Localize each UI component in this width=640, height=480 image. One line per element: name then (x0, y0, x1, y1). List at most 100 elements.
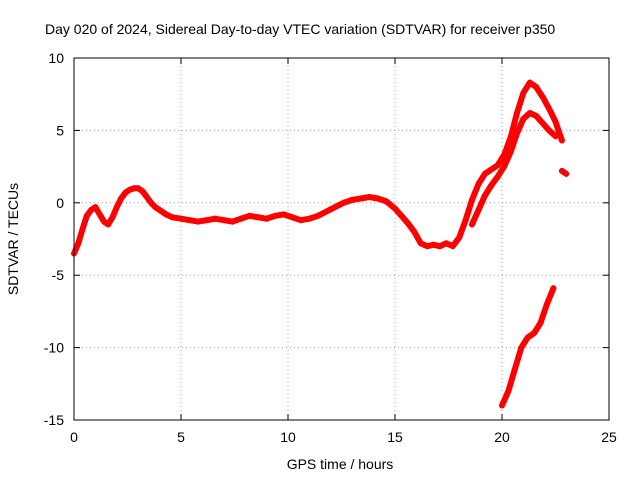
data-point (263, 215, 270, 222)
data-point (543, 301, 550, 308)
data-point (143, 194, 150, 201)
series-secondary-band (469, 110, 559, 228)
data-point (449, 243, 456, 250)
data-point (88, 207, 95, 214)
data-point (163, 211, 170, 218)
y-axis-label: SDTVAR / TECUs (5, 183, 21, 295)
data-point (156, 207, 163, 214)
data-point (186, 217, 193, 224)
data-point (531, 330, 538, 337)
data-point (501, 163, 508, 170)
data-point (306, 215, 313, 222)
data-point (481, 170, 488, 177)
x-tick-label: 25 (601, 429, 617, 445)
data-point (436, 243, 443, 250)
data-point (255, 214, 262, 221)
data-point (96, 211, 103, 218)
x-axis-label: GPS time / hours (287, 456, 394, 472)
x-tick-label: 15 (387, 429, 403, 445)
grid-lines (74, 58, 609, 420)
data-point (109, 214, 116, 221)
data-point (513, 130, 520, 137)
y-tick-label: -15 (44, 412, 64, 428)
data-point (494, 162, 501, 169)
data-point (280, 211, 287, 218)
data-point (152, 204, 159, 211)
data-point (314, 212, 321, 219)
data-point (92, 204, 99, 211)
data-point (552, 133, 559, 140)
data-point (507, 149, 514, 156)
data-point (246, 212, 253, 219)
data-point (488, 182, 495, 189)
data-point (443, 240, 450, 247)
chart-title: Day 020 of 2024, Sidereal Day-to-day VTE… (45, 21, 555, 37)
data-point (113, 204, 120, 211)
data-point (297, 217, 304, 224)
data-point (340, 199, 347, 206)
data-point (520, 115, 527, 122)
data-point (272, 212, 279, 219)
data-point (237, 215, 244, 222)
data-point (550, 285, 557, 292)
series-lower-branch (499, 285, 557, 409)
data-point (481, 192, 488, 199)
data-point (552, 118, 559, 125)
data-point (430, 241, 437, 248)
x-tick-label: 20 (494, 429, 510, 445)
data-point (178, 215, 184, 222)
y-tick-label: -10 (44, 340, 64, 356)
data-point (118, 195, 125, 202)
data-point (220, 217, 227, 224)
data-point (505, 388, 512, 395)
plot-frame (73, 57, 610, 421)
data-point (563, 170, 570, 177)
data-point (392, 205, 398, 212)
series-band (469, 110, 559, 228)
data-point (289, 214, 296, 221)
data-point (349, 196, 356, 203)
data-point (469, 196, 476, 203)
data-point (83, 212, 90, 219)
data-point (469, 221, 476, 228)
data-point (518, 344, 525, 351)
data-point (139, 188, 146, 195)
data-point (75, 240, 82, 247)
data-point (546, 105, 553, 112)
data-point (357, 195, 364, 202)
data-point (374, 195, 381, 202)
data-point (122, 189, 129, 196)
data-point (537, 319, 544, 326)
data-point (539, 120, 546, 127)
data-point (332, 204, 339, 211)
data-point (398, 212, 405, 219)
data-point (169, 214, 176, 221)
data-points (71, 79, 570, 409)
data-point (488, 166, 495, 173)
data-point (475, 180, 482, 187)
data-point (100, 218, 107, 225)
data-point (462, 217, 469, 224)
y-tick-label: 10 (48, 50, 64, 66)
y-tick-label: -5 (52, 267, 65, 283)
data-point (148, 199, 155, 206)
data-point (456, 234, 463, 241)
data-point (105, 221, 112, 228)
tick-labels: 0 5 10 15 20 25 -15 -10 -5 0 5 10 (44, 50, 617, 445)
data-point (135, 185, 142, 192)
data-point (417, 240, 424, 247)
series-main-band (71, 79, 565, 257)
x-tick-label: 0 (70, 429, 78, 445)
data-point (323, 208, 330, 215)
y-tick-label: 0 (56, 195, 64, 211)
data-point (475, 207, 482, 214)
data-point (526, 110, 533, 117)
series-tail-segment (558, 167, 570, 177)
y-tick-label: 5 (56, 122, 64, 138)
data-point (524, 334, 531, 341)
data-point (539, 94, 546, 101)
x-tick-label: 10 (280, 429, 296, 445)
data-point (513, 110, 520, 117)
